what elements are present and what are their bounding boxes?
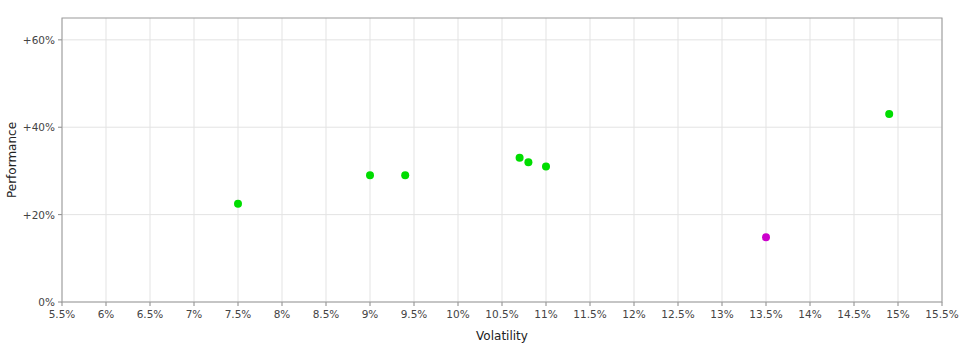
y-axis-label: Performance — [5, 122, 19, 198]
tick-label-x: 13.5% — [749, 308, 782, 320]
tick-x — [458, 302, 459, 306]
tick-label-x: 9.5% — [401, 308, 428, 320]
tick-label-y: +40% — [23, 121, 55, 133]
marks — [234, 110, 893, 241]
tick-label-x: 6% — [98, 308, 115, 320]
tick-x — [370, 302, 371, 306]
grid-line-x — [546, 18, 547, 302]
tick-y — [58, 214, 62, 215]
tick-label-x: 10.5% — [485, 308, 518, 320]
grid-line-y — [62, 39, 942, 40]
grid-line-x — [414, 18, 415, 302]
tick-x — [722, 302, 723, 306]
point — [366, 171, 374, 179]
tick-label-x: 11.5% — [573, 308, 606, 320]
tick-x — [238, 302, 239, 306]
grid-line-x — [590, 18, 591, 302]
tick-x — [546, 302, 547, 306]
tick-label-x: 8% — [274, 308, 291, 320]
tick-label-y: +20% — [23, 209, 55, 221]
tick-x — [678, 302, 679, 306]
grid-line-x — [370, 18, 371, 302]
tick-label-y: +60% — [23, 34, 55, 46]
tick-x — [326, 302, 327, 306]
point — [762, 233, 770, 241]
tick-label-x: 7.5% — [225, 308, 252, 320]
tick-label-x: 6.5% — [137, 308, 164, 320]
series — [234, 110, 893, 208]
tick-y — [58, 302, 62, 303]
point — [234, 200, 242, 208]
grid-line-x — [854, 18, 855, 302]
point — [524, 158, 532, 166]
tick-label-x: 7% — [186, 308, 203, 320]
tick-x — [502, 302, 503, 306]
tick-label-x: 12.5% — [661, 308, 694, 320]
tick-label-x: 14.5% — [837, 308, 870, 320]
grid — [62, 18, 942, 302]
tick-x — [62, 302, 63, 306]
tick-label-x: 13% — [710, 308, 733, 320]
tick-x — [810, 302, 811, 306]
grid-line-x — [634, 18, 635, 302]
point — [516, 154, 524, 162]
grid-line-x — [766, 18, 767, 302]
chart: 5.5% 6% 6.5% 7% 7.5% 8% 8.5% 9% 9.5% 10% 10.5% 11% 1… — [0, 0, 966, 350]
grid-line-x — [458, 18, 459, 302]
tick-x — [590, 302, 591, 306]
tick-x — [942, 302, 943, 306]
grid-line-x — [150, 18, 151, 302]
tick-x — [854, 302, 855, 306]
tick-x — [634, 302, 635, 306]
tick-x — [414, 302, 415, 306]
tick-label-x: 5.5% — [49, 308, 76, 320]
tick-x — [898, 302, 899, 306]
grid-line-x — [238, 18, 239, 302]
grid-line-x — [502, 18, 503, 302]
tick-y — [58, 39, 62, 40]
grid-line-x — [106, 18, 107, 302]
tick-label-x: 9% — [362, 308, 379, 320]
x-axis-label: Volatility — [476, 329, 528, 343]
tick-label-x: 10% — [446, 308, 469, 320]
tick-x — [282, 302, 283, 306]
tick-label-y: 0% — [38, 296, 55, 308]
plot-area — [62, 18, 942, 302]
point — [401, 171, 409, 179]
axes: 5.5% 6% 6.5% 7% 7.5% 8% 8.5% 9% 9.5% 10% 10.5% 11% 1… — [23, 34, 959, 320]
tick-x — [194, 302, 195, 306]
tick-label-x: 8.5% — [313, 308, 340, 320]
grid-line-x — [722, 18, 723, 302]
series — [762, 233, 770, 241]
grid-line-x — [282, 18, 283, 302]
grid-line-y — [62, 214, 942, 215]
grid-line-x — [810, 18, 811, 302]
tick-x — [106, 302, 107, 306]
tick-label-x: 11% — [534, 308, 557, 320]
grid-line-y — [62, 127, 942, 128]
tick-x — [150, 302, 151, 306]
tick-label-x: 14% — [798, 308, 821, 320]
tick-label-x: 12% — [622, 308, 645, 320]
tick-label-x: 15% — [886, 308, 909, 320]
point — [542, 163, 550, 171]
tick-y — [58, 127, 62, 128]
point — [885, 110, 893, 118]
grid-line-x — [194, 18, 195, 302]
grid-line-x — [326, 18, 327, 302]
grid-line-x — [898, 18, 899, 302]
tick-label-x: 15.5% — [925, 308, 958, 320]
grid-line-x — [678, 18, 679, 302]
plot-frame — [62, 18, 942, 302]
tick-x — [766, 302, 767, 306]
